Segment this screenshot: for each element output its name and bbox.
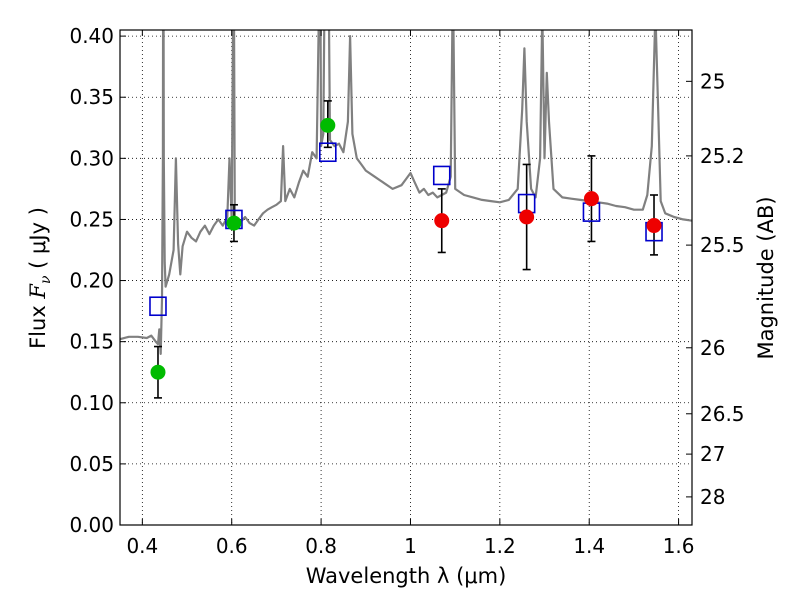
x-tick-label: 1: [404, 534, 417, 558]
y-axis-title: Flux Fν ( μJy ): [26, 207, 54, 349]
x-tick-label: 1.2: [484, 534, 516, 558]
y-axis-title-unit: ( μJy ): [26, 207, 50, 275]
y-axis-title-prefix: Flux: [26, 299, 50, 349]
right-tick-label: 25.5: [700, 233, 745, 257]
y-tick-label: 0.15: [69, 330, 114, 354]
markers: [149, 117, 663, 380]
x-axis-title: Wavelength λ (μm): [306, 564, 507, 588]
model-photometry-square: [149, 296, 167, 317]
x-tick-label: 0.6: [216, 534, 248, 558]
right-tick-label: 26: [700, 336, 725, 360]
x-tick-label: 1.6: [663, 534, 695, 558]
y-tick-label: 0.40: [69, 24, 114, 48]
observed-point: [646, 218, 662, 234]
y-axis-title-symbol: F: [26, 283, 50, 300]
ticks: [120, 30, 692, 526]
right-tick-label: 26.5: [700, 402, 745, 426]
observed-point: [519, 209, 535, 225]
observed-point: [583, 191, 599, 207]
y-tick-label: 0.25: [69, 207, 114, 231]
y-tick-label: 0.35: [69, 85, 114, 109]
y-tick-label: 0.30: [69, 146, 114, 170]
model-photometry-square: [318, 142, 337, 163]
tick-labels: 0.4 0.6 0.8 1 1.2 1.4 1.6 0.00 0.05 0.10 0.15 0.20 0…: [69, 24, 744, 558]
right-axis-title: Magnitude (AB): [754, 196, 778, 359]
y-tick-label: 0.05: [69, 452, 114, 476]
observed-point: [226, 215, 242, 231]
observed-point: [434, 213, 450, 229]
y-tick-label: 0.10: [69, 391, 114, 415]
observed-point: [320, 117, 336, 133]
right-tick-label: 27: [700, 442, 725, 466]
y-tick-label: 0.20: [69, 269, 114, 293]
right-tick-label: 25.2: [700, 144, 745, 168]
model-photometry-square: [432, 165, 451, 186]
spectrum-polyline: [120, 30, 692, 355]
y-tick-label: 0.00: [69, 513, 114, 537]
right-tick-label: 28: [700, 485, 725, 509]
observed-point: [150, 364, 166, 380]
x-tick-label: 0.4: [126, 534, 158, 558]
error-bars: [153, 100, 659, 399]
grid: [120, 30, 692, 525]
plot-frame: [119, 29, 693, 526]
y-axis-title-subscript: ν: [38, 275, 54, 284]
spectrum-line: [120, 30, 692, 355]
right-tick-label: 25: [700, 69, 725, 93]
x-tick-label: 0.8: [305, 534, 337, 558]
x-tick-label: 1.4: [573, 534, 605, 558]
